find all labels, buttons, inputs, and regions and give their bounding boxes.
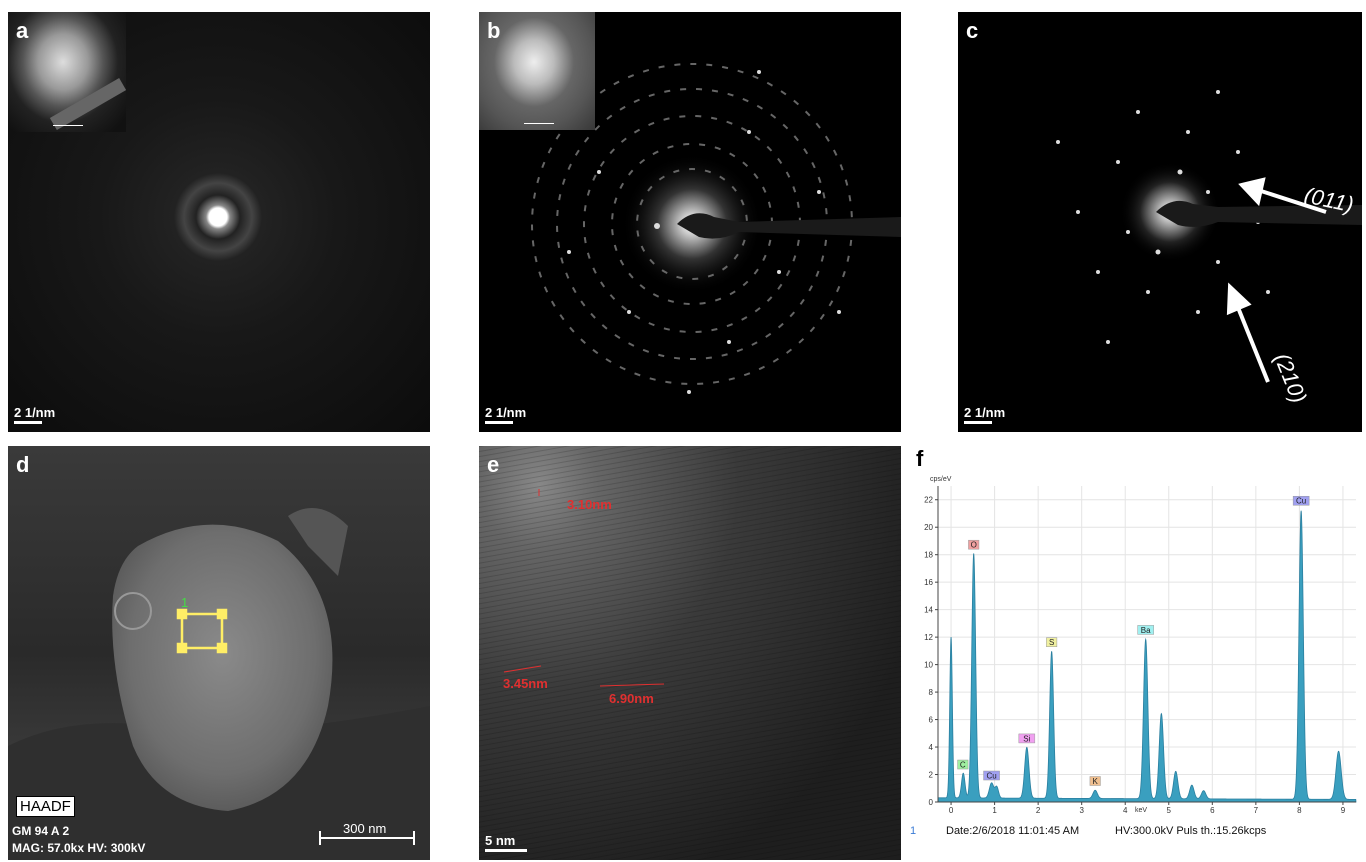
peak-label: Cu: [986, 772, 996, 781]
peak-label-box: [1292, 495, 1310, 506]
panel-label-d: d: [16, 452, 30, 477]
scale-line-e: [485, 849, 527, 852]
peak-label-box: [1137, 625, 1154, 635]
footer-index: 1: [910, 825, 917, 837]
y-tick-label: 6: [929, 716, 934, 725]
peak-label: Ba: [1141, 626, 1151, 635]
peak-label: K: [1093, 777, 1099, 786]
inset-image-b: [479, 12, 595, 130]
measurement-2: 3.45nm: [503, 676, 548, 691]
peak-label: O: [971, 541, 977, 550]
panel-label-f: f: [916, 446, 924, 471]
panel-d: 1 300 nm d HAADF GM 94 A 2 MAG: 57.0kx H…: [8, 446, 430, 860]
scale-text-b: 2 1/nm: [485, 405, 527, 420]
x-tick-label: 1: [992, 806, 997, 815]
panel-label-c: c: [966, 18, 979, 43]
scale-text-c: 2 1/nm: [964, 405, 1006, 420]
inset-rod-a: [49, 77, 126, 131]
peak-label-box: [1018, 733, 1036, 744]
panel-b: b 2 1/nm: [479, 12, 901, 432]
scale-line-a: [14, 421, 42, 424]
x-tick-label: 7: [1254, 806, 1259, 815]
x-tick-label: 0: [949, 806, 954, 815]
panel-label-e: e: [487, 452, 500, 477]
x-tick-label: 9: [1341, 806, 1346, 815]
x-tick-label: 2: [1036, 806, 1041, 815]
y-tick-label: 8: [929, 688, 934, 697]
sample-id: GM 94 A 2: [12, 824, 70, 838]
peak-label-box: [1089, 776, 1101, 786]
footer-hv: HV:300.0kV Puls th.:15.26kcps: [1115, 825, 1267, 837]
region-marker: 1: [181, 595, 188, 610]
haadf-badge: HAADF: [16, 796, 75, 817]
inset-scalebar-a: [53, 125, 83, 126]
scale-bar-e: 5 nm: [485, 833, 527, 852]
hrtem-image: 3.10nm 3.45nm 6.90nm: [479, 446, 901, 860]
peak-label-box: [1046, 637, 1058, 647]
peak-label-box: [968, 539, 980, 550]
panel-c: (011) (210) c 2 1/nm: [958, 12, 1362, 432]
scale-text-e: 5 nm: [485, 833, 516, 848]
y-tick-label: 0: [929, 798, 934, 807]
haadf-image: 1 300 nm: [8, 508, 430, 860]
y-tick-label: 10: [924, 661, 933, 670]
panel-label-b: b: [487, 18, 501, 43]
peak-label: Si: [1023, 734, 1030, 743]
scale-bar-a: 2 1/nm: [14, 405, 55, 424]
scale-bar-c: 2 1/nm: [964, 405, 1005, 424]
x-tick-label: 4: [1123, 806, 1128, 815]
panel-label-a: a: [16, 18, 29, 43]
peak-label-box: [983, 770, 1000, 781]
y-tick-label: 12: [924, 633, 933, 642]
diffraction-rings-b: [531, 63, 901, 394]
x-tick-label: 6: [1210, 806, 1215, 815]
scale-bar-b: 2 1/nm: [485, 405, 526, 424]
footer-date: Date:2/6/2018 11:01:45 AM: [946, 825, 1080, 837]
peak-label: S: [1049, 638, 1054, 647]
peak-label-box: [957, 759, 969, 770]
y-tick-label: 4: [929, 743, 934, 752]
measurement-1: 3.10nm: [567, 497, 612, 512]
scale-line-c: [964, 421, 992, 424]
y-tick-label: 2: [929, 771, 934, 780]
x-tick-label: 5: [1167, 806, 1172, 815]
panel-f: f 0 2 4 6 8 10 12 14 16 18 20 22 0 1 2 3 4 5 6 7 8 9 O C Cu Si S K B…: [910, 446, 1366, 862]
y-axis-label: cps/eV: [930, 476, 952, 483]
y-tick-label: 14: [924, 606, 933, 615]
y-tick-label: 22: [924, 496, 933, 505]
panel-a: a 2 1/nm: [8, 12, 430, 432]
panel-e: 3.10nm 3.45nm 6.90nm e 5 nm: [479, 446, 901, 860]
scale-text-a: 2 1/nm: [14, 405, 56, 420]
mag-hv: MAG: 57.0kx HV: 300kV: [12, 841, 146, 855]
inset-image-a: [8, 12, 126, 132]
scale-line-b: [485, 421, 513, 424]
peak-label: Cu: [1296, 497, 1306, 506]
peak-label: C: [960, 761, 966, 770]
measurement-3: 6.90nm: [609, 691, 654, 706]
y-tick-label: 16: [924, 578, 933, 587]
x-axis-label: keV: [1135, 807, 1147, 814]
x-tick-label: 3: [1079, 806, 1084, 815]
spectrum-area: [937, 510, 1357, 803]
y-tick-label: 18: [924, 551, 933, 560]
arrow-label-210: (210): [1269, 350, 1311, 407]
y-tick-label: 20: [924, 523, 933, 532]
diffraction-spots-c: (011) (210): [1056, 90, 1362, 407]
scale-text-d: 300 nm: [343, 821, 386, 836]
x-tick-label: 8: [1297, 806, 1302, 815]
inset-scalebar-b: [524, 123, 554, 124]
